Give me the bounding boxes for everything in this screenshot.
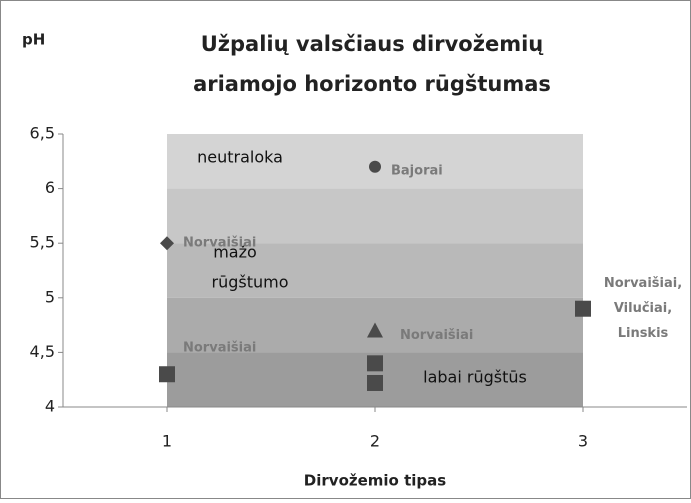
y-tick-label: 5 — [45, 287, 55, 306]
band — [167, 188, 583, 244]
marker-square — [159, 366, 175, 383]
marker-square — [367, 355, 383, 372]
point-label: Norvaišiai — [183, 236, 256, 251]
band-label: rūgštumo — [212, 273, 289, 292]
y-tick-label: 5,5 — [30, 233, 55, 252]
band — [167, 243, 583, 298]
marker-circle — [369, 160, 381, 173]
point-label: Bajorai — [391, 163, 443, 178]
point-label: Norvaišiai — [400, 328, 473, 343]
band-label: labai rūgštūs — [423, 368, 527, 387]
marker-diamond — [160, 236, 174, 251]
chart-title: ariamojo horizonto rūgštumas — [193, 72, 551, 96]
y-tick-label: 6,5 — [30, 124, 55, 143]
point-label: Norvaišiai, — [604, 276, 682, 291]
point-label: Linskis — [618, 326, 669, 341]
point-label: Vilučiai, — [614, 301, 672, 316]
y-axis-label: pH — [22, 31, 45, 49]
x-tick-label: 1 — [162, 432, 172, 451]
y-tick-label: 4 — [45, 397, 55, 416]
x-tick-label: 2 — [370, 432, 380, 451]
x-tick-label: 3 — [578, 432, 588, 451]
band-label: mažo — [213, 243, 257, 262]
marker-square — [575, 300, 591, 317]
band-label: neutraloka — [197, 148, 283, 167]
y-tick-label: 6 — [45, 178, 55, 197]
point-label: Norvaišiai — [183, 341, 256, 356]
marker-triangle — [367, 322, 383, 338]
marker-square — [367, 374, 383, 391]
y-tick-label: 4,5 — [30, 342, 55, 361]
x-axis-label: Dirvožemio tipas — [304, 472, 446, 490]
chart-title: Užpalių valsčiaus dirvožemių — [201, 32, 545, 56]
